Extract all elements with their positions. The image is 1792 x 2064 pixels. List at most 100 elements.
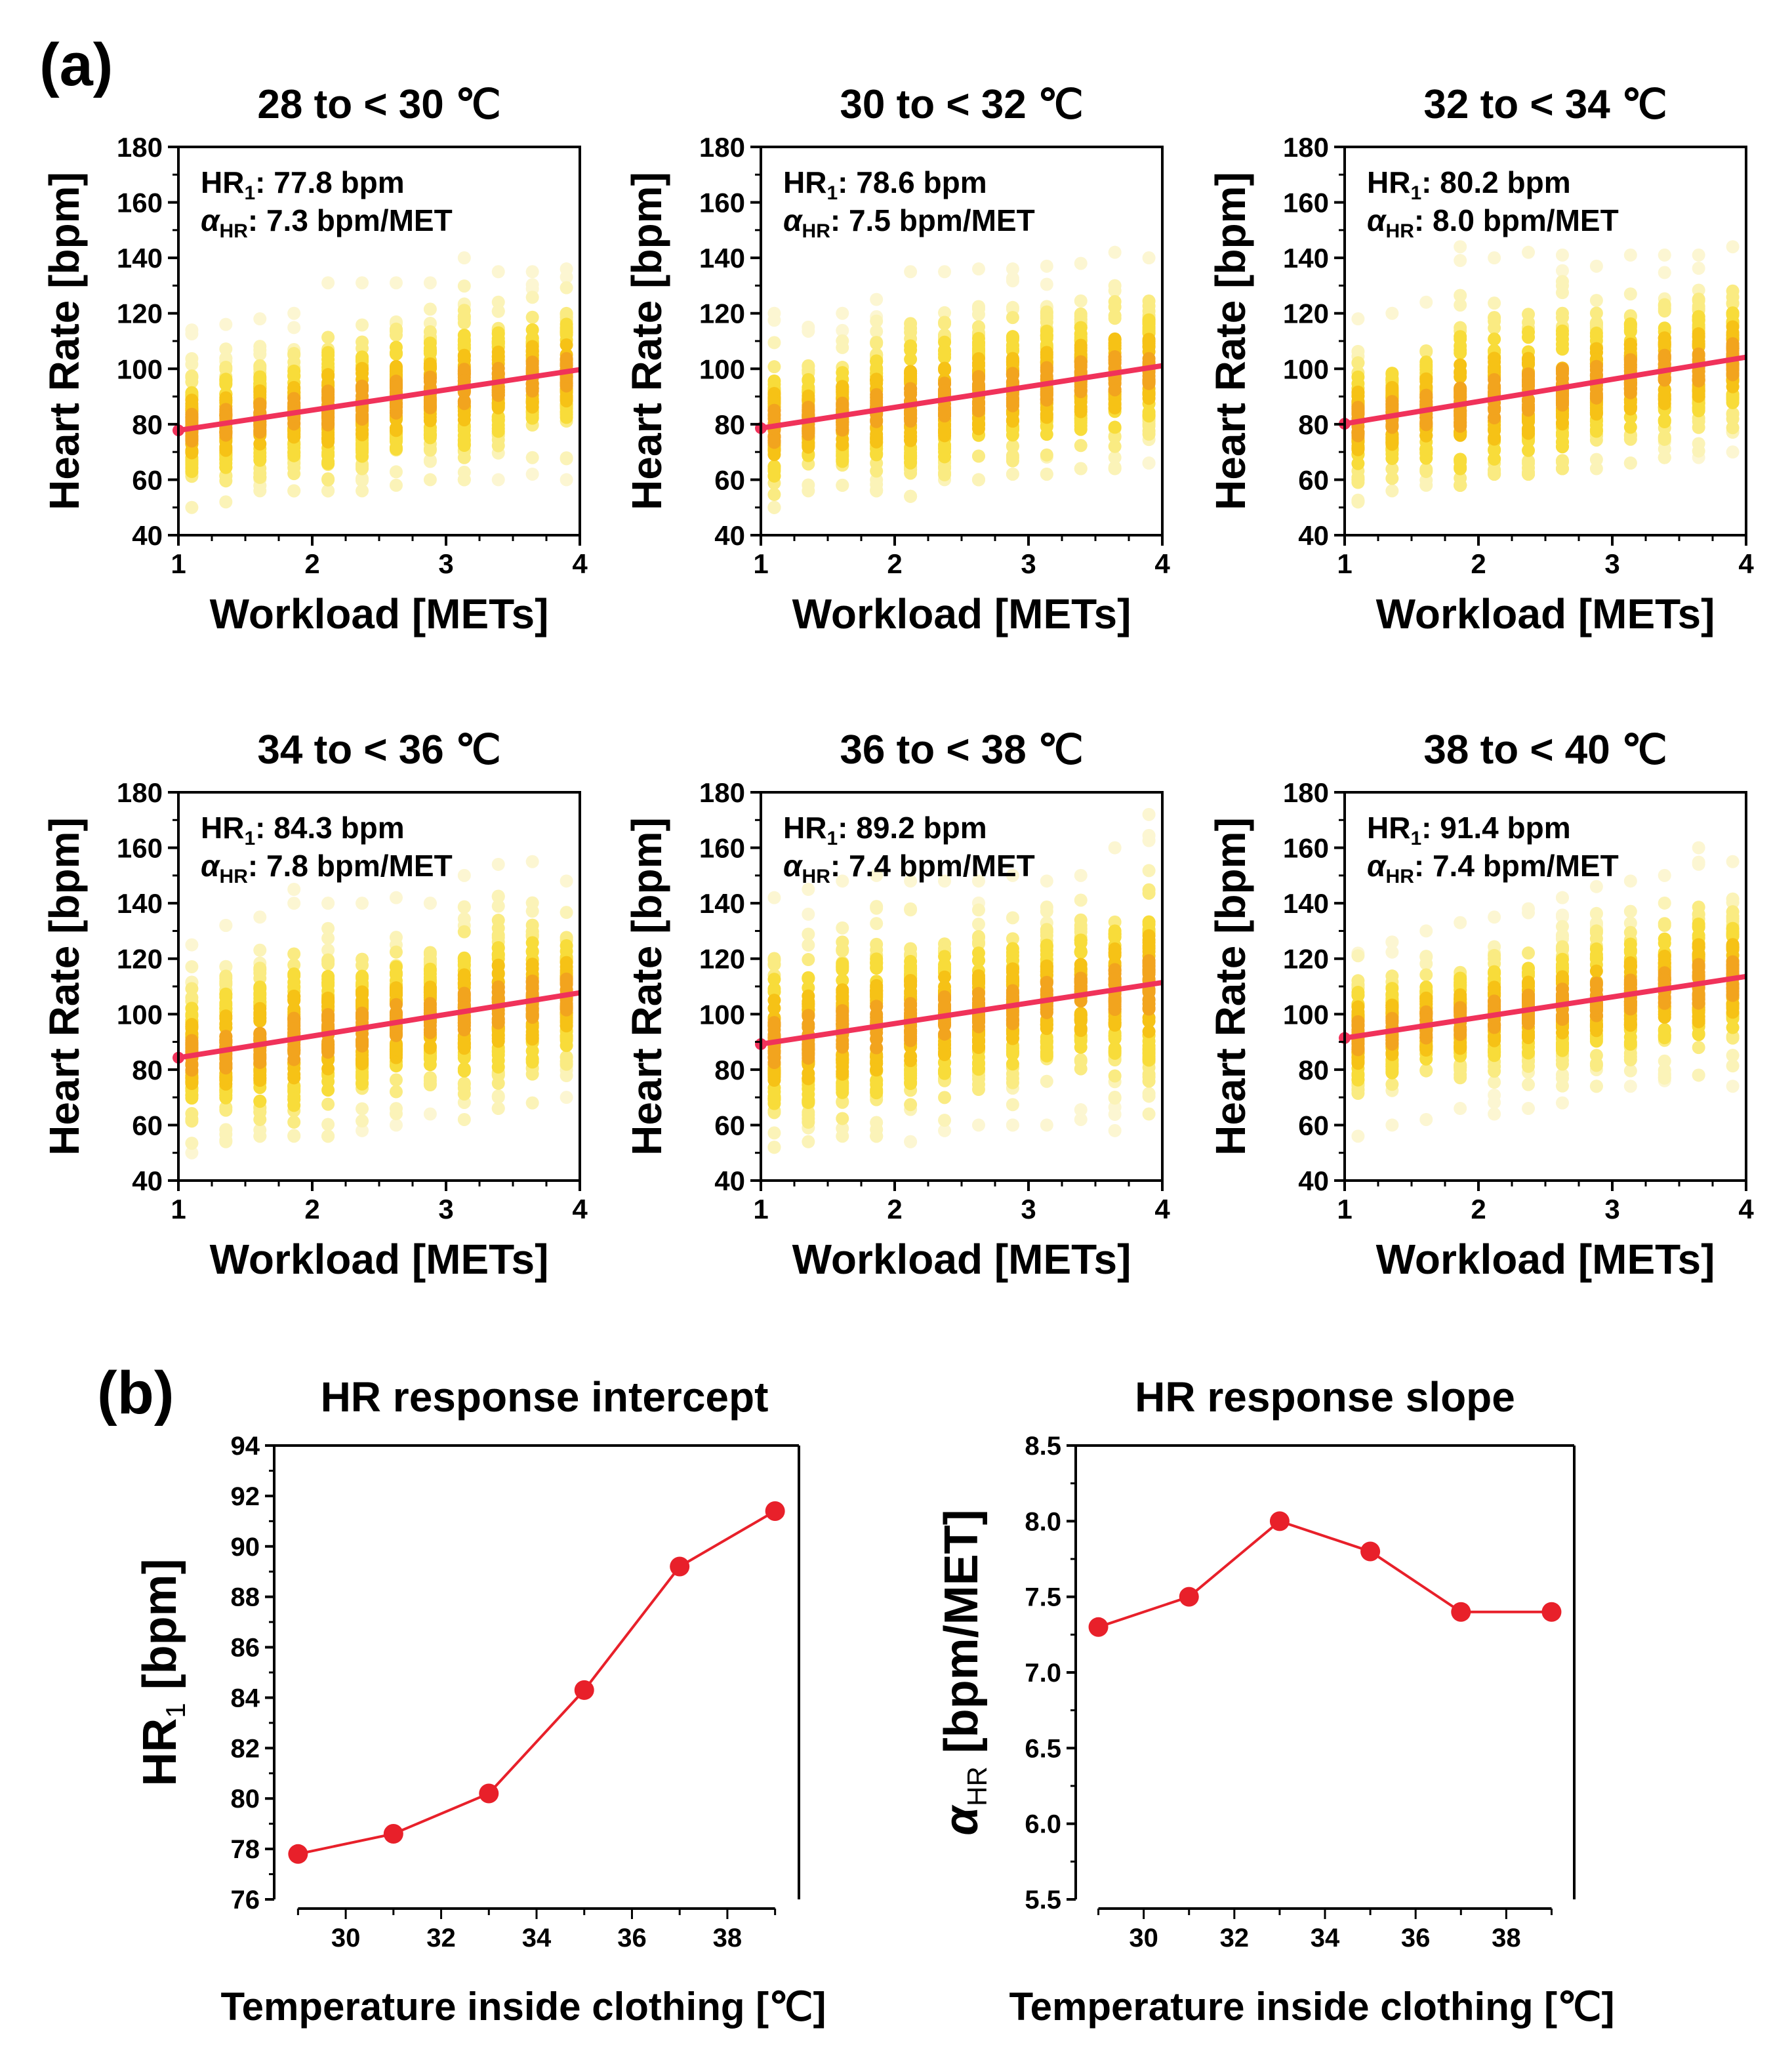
scatter-point bbox=[1351, 949, 1365, 963]
scatter-point bbox=[1074, 1103, 1088, 1117]
scatter-point bbox=[321, 921, 335, 935]
scatter-point bbox=[971, 954, 985, 967]
scatter-point bbox=[870, 336, 884, 350]
scatter-point bbox=[287, 484, 301, 498]
scatter-point bbox=[836, 1122, 849, 1135]
scatter-point bbox=[389, 347, 403, 361]
x-tick-label: 3 bbox=[1021, 548, 1036, 579]
scatter-point bbox=[423, 1071, 437, 1085]
scatter-point bbox=[767, 360, 781, 374]
scatter-point bbox=[904, 489, 918, 503]
x-tick-label: 1 bbox=[171, 1194, 186, 1224]
scatter-point bbox=[1589, 1049, 1603, 1062]
annotation-alpha: αHR: 7.5 bpm/MET bbox=[783, 203, 1035, 242]
scatter-point bbox=[802, 1135, 815, 1148]
scatter-point bbox=[1488, 296, 1501, 310]
annotation-hr1: HR1: 77.8 bpm bbox=[201, 165, 405, 204]
scatter-point bbox=[1658, 918, 1671, 932]
scatter-point bbox=[525, 855, 539, 868]
x-tick-label: 4 bbox=[572, 548, 588, 579]
scatter-point bbox=[457, 251, 471, 265]
scatter-point bbox=[767, 500, 781, 514]
scatter-point bbox=[1074, 1007, 1088, 1021]
scatter-point bbox=[560, 270, 573, 284]
scatter-point bbox=[1454, 453, 1467, 466]
annotation-hr1-value: : 84.3 bpm bbox=[255, 811, 405, 845]
scatter-point bbox=[767, 891, 781, 904]
annotation-hr1-value: : 77.8 bpm bbox=[255, 165, 405, 199]
scatter-point bbox=[836, 340, 849, 354]
scatter-point bbox=[1555, 891, 1569, 904]
fit-line bbox=[760, 980, 1163, 1047]
scatter-point bbox=[971, 308, 985, 321]
annotation-alpha-sub: HR bbox=[802, 866, 831, 887]
y-tick-label: 140 bbox=[699, 888, 745, 919]
annotation-alpha-value: : 7.4 bpm/MET bbox=[830, 849, 1035, 883]
y-tick-label: 100 bbox=[117, 354, 163, 384]
scatter-point bbox=[870, 961, 884, 975]
scatter-point bbox=[321, 1129, 335, 1143]
x-tick-label: 4 bbox=[572, 1194, 588, 1224]
annotation-hr1-sub: 1 bbox=[244, 182, 255, 204]
scatter-point bbox=[1454, 254, 1467, 268]
annotation-hr1-prefix: HR bbox=[201, 811, 244, 845]
scatter-point bbox=[1726, 407, 1740, 420]
scatter-point bbox=[1658, 868, 1671, 882]
scatter-point bbox=[971, 262, 985, 276]
scatter-point bbox=[219, 960, 233, 973]
scatter-points bbox=[185, 251, 573, 514]
scatter-point bbox=[1522, 454, 1536, 468]
annotation-alpha-value: : 7.8 bpm/MET bbox=[248, 849, 453, 883]
scatter-point bbox=[1108, 284, 1122, 298]
scatter-point bbox=[767, 1141, 781, 1154]
x-tick-label: 2 bbox=[304, 548, 319, 579]
y-tick-label: 120 bbox=[699, 298, 745, 329]
scatter-point bbox=[1006, 1098, 1019, 1112]
scatter-point bbox=[802, 324, 815, 338]
y-tick-label: 100 bbox=[699, 354, 745, 384]
annotation-alpha: αHR: 7.4 bpm/MET bbox=[783, 849, 1035, 887]
scatter-point bbox=[904, 1049, 918, 1063]
scatter-point bbox=[1658, 266, 1671, 279]
panel-title: 32 to < 34 ℃ bbox=[1423, 82, 1667, 127]
scatter-point bbox=[219, 495, 233, 509]
scatter-point bbox=[457, 466, 471, 479]
scatter-point bbox=[870, 917, 884, 931]
scatter-point bbox=[287, 883, 301, 896]
scatter-point bbox=[560, 906, 573, 920]
annotation-alpha: αHR: 7.8 bpm/MET bbox=[201, 849, 453, 887]
scatter-point bbox=[219, 317, 233, 331]
y-tick-label: 140 bbox=[117, 888, 163, 919]
y-tick-label: 80 bbox=[1298, 409, 1329, 440]
annotation-alpha-prefix: α bbox=[201, 203, 221, 237]
scatter-point bbox=[1726, 240, 1740, 254]
annotation-alpha-value: : 8.0 bpm/MET bbox=[1414, 203, 1619, 237]
scatter-point bbox=[767, 336, 781, 350]
y-tick-label: 180 bbox=[1283, 132, 1329, 163]
x-tick-label: 2 bbox=[1471, 548, 1486, 579]
annotation-alpha-prefix: α bbox=[1367, 203, 1387, 237]
scatter-point bbox=[423, 453, 437, 467]
annotation-hr1-value: : 80.2 bpm bbox=[1421, 165, 1571, 199]
scatter-point bbox=[1006, 311, 1019, 325]
scatter-point bbox=[1142, 807, 1156, 821]
scatter-point bbox=[1074, 946, 1088, 960]
scatter-point bbox=[802, 927, 815, 941]
scatter-point bbox=[1658, 1022, 1671, 1036]
scatter-point bbox=[1692, 437, 1705, 451]
scatter-point bbox=[457, 1062, 471, 1076]
y-tick-label: 60 bbox=[714, 1110, 745, 1141]
fit-line bbox=[178, 367, 580, 434]
scatter-point bbox=[938, 350, 952, 364]
scatter-point bbox=[1351, 356, 1365, 370]
scatter-point bbox=[1555, 342, 1569, 356]
scatter-point bbox=[938, 1114, 952, 1127]
scatter-point bbox=[1142, 456, 1156, 470]
scatter-point bbox=[1142, 251, 1156, 265]
scatter-point bbox=[321, 897, 335, 910]
y-tick-label: 160 bbox=[699, 833, 745, 864]
scatter-point bbox=[802, 883, 815, 896]
scatter-point bbox=[525, 467, 539, 481]
